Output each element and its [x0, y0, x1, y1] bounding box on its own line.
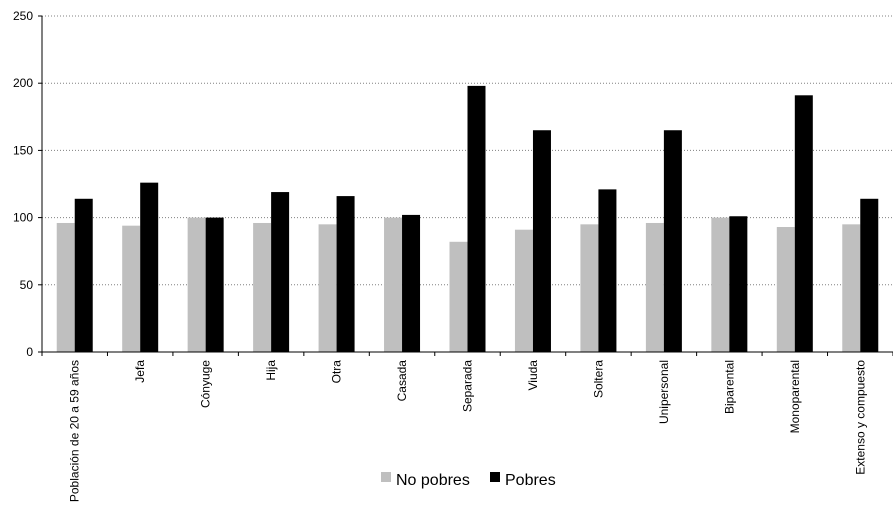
- x-tick-label: Biparental: [722, 360, 736, 414]
- bar-pobres: [729, 216, 748, 352]
- x-tick-label: Extenso y compuesto: [853, 360, 867, 475]
- legend-label-no-pobres: No pobres: [396, 472, 470, 489]
- bar-no-pobres: [384, 217, 403, 352]
- y-tick-label: 250: [13, 9, 33, 23]
- y-tick-label: 100: [13, 211, 33, 225]
- bar-pobres: [140, 182, 159, 352]
- bar-no-pobres: [56, 222, 75, 352]
- x-tick-label: Casada: [395, 360, 409, 402]
- bar-no-pobres: [645, 222, 664, 352]
- bars: [56, 85, 879, 353]
- y-tick-label: 0: [26, 345, 33, 359]
- bar-no-pobres: [187, 217, 206, 352]
- x-tick-label: Hija: [264, 360, 278, 381]
- y-tick-label: 50: [20, 278, 34, 292]
- y-tick-labels: 0 50 100 150 200 250: [13, 9, 33, 359]
- bar-no-pobres: [122, 225, 141, 352]
- x-tick-label: Monoparental: [788, 360, 802, 433]
- bar-pobres: [532, 130, 551, 352]
- bar-no-pobres: [580, 224, 599, 352]
- bar-pobres: [336, 196, 355, 352]
- x-tick-labels: Población de 20 a 59 años Jefa Cónyuge Hija…: [68, 360, 868, 502]
- x-tick-label: Jefa: [133, 360, 147, 383]
- bar-pobres: [598, 189, 617, 352]
- bar-pobres: [271, 192, 290, 352]
- legend-swatch-no-pobres: [381, 472, 391, 482]
- bar-no-pobres: [449, 241, 468, 352]
- bar-no-pobres: [318, 224, 337, 352]
- bar-pobres: [467, 85, 486, 352]
- x-tick-label: Viuda: [526, 360, 540, 391]
- axes: [38, 15, 893, 356]
- x-tick-label: Población de 20 a 59 años: [68, 360, 82, 502]
- bar-pobres: [205, 217, 224, 352]
- bar-pobres: [663, 130, 682, 352]
- bar-no-pobres: [776, 227, 795, 352]
- bar-pobres: [794, 95, 813, 353]
- bar-no-pobres: [253, 222, 272, 352]
- x-tick-label: Cónyuge: [199, 360, 213, 408]
- bar-no-pobres: [842, 224, 861, 352]
- x-tick-label: Unipersonal: [657, 360, 671, 424]
- bar-no-pobres: [514, 229, 533, 352]
- x-tick-label: Separada: [461, 360, 475, 412]
- legend: No pobres Pobres: [381, 472, 556, 489]
- bar-pobres: [402, 214, 421, 352]
- bar-pobres: [860, 198, 879, 352]
- bar-no-pobres: [711, 217, 730, 352]
- x-tick-label: Soltera: [591, 360, 605, 398]
- x-tick-label: Otra: [330, 360, 344, 384]
- legend-label-pobres: Pobres: [505, 472, 556, 489]
- y-tick-label: 200: [13, 76, 33, 90]
- y-tick-label: 150: [13, 143, 33, 157]
- gridlines: [42, 15, 893, 286]
- legend-swatch-pobres: [490, 472, 500, 482]
- bar-pobres: [74, 198, 93, 352]
